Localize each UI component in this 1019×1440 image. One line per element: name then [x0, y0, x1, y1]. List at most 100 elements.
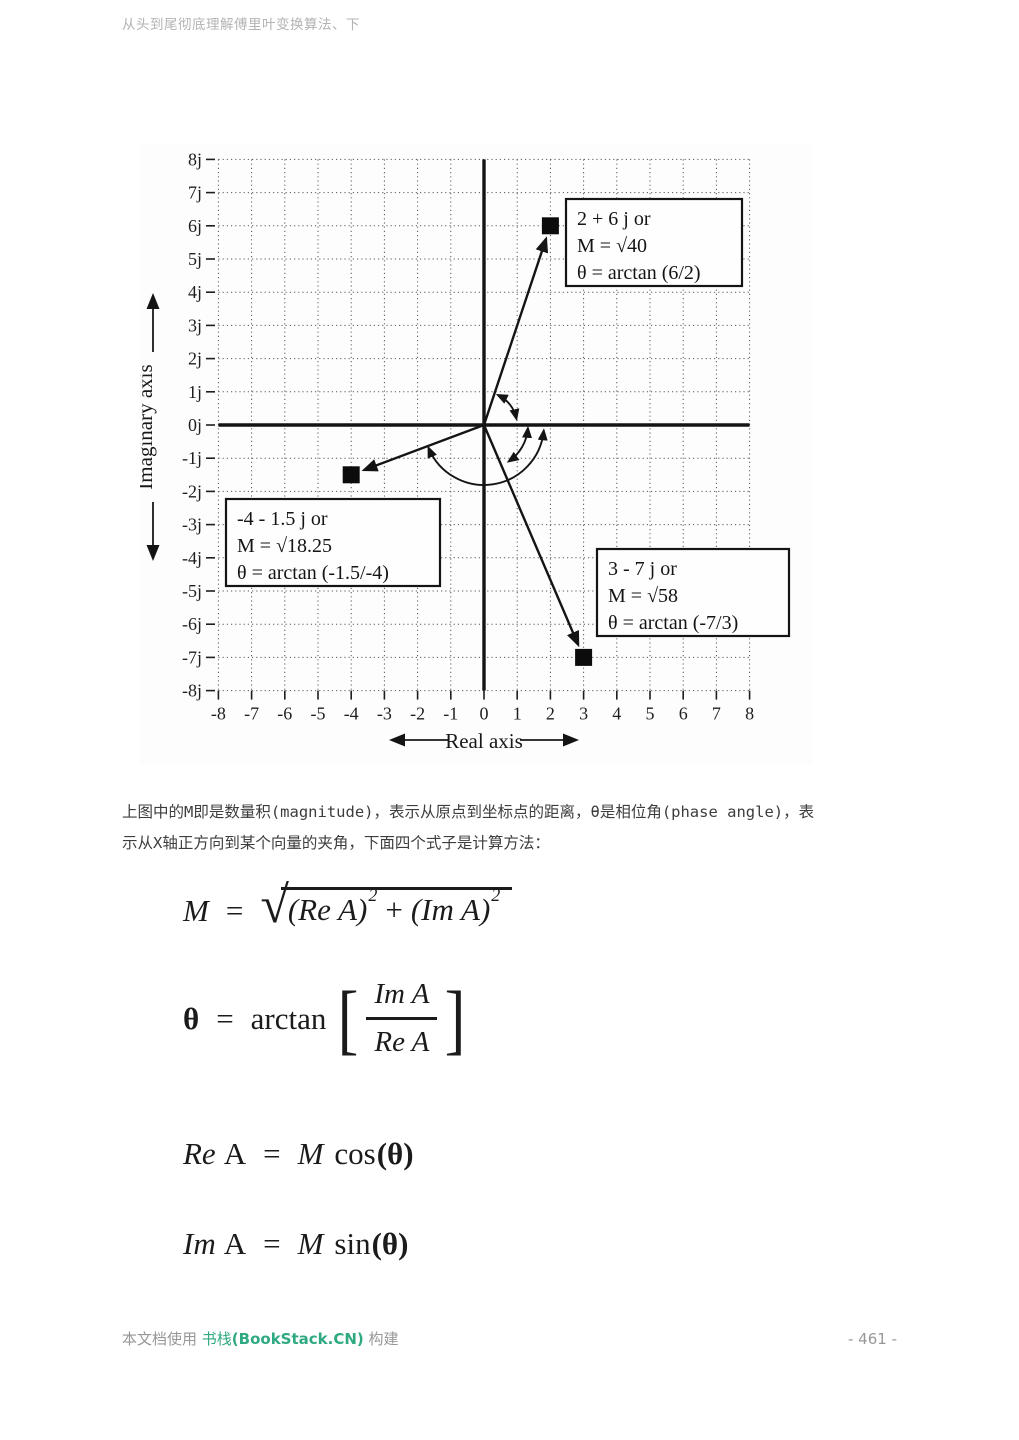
svg-text:-3: -3	[377, 704, 392, 724]
re-symbol: Re	[183, 1136, 216, 1171]
equals-sign: =	[263, 1136, 281, 1171]
point-square-marker	[342, 466, 360, 484]
vector-line	[361, 423, 485, 472]
bookstack-link[interactable]: 书栈(BookStack.CN)	[202, 1330, 364, 1348]
footer-prefix: 本文档使用	[122, 1330, 202, 1348]
formula-imaginary-part: Im A = M sin (θ)	[183, 1226, 408, 1262]
page-number: - 461 -	[848, 1330, 897, 1348]
svg-text:-7j: -7j	[182, 647, 202, 667]
svg-text:0: 0	[480, 704, 489, 724]
svg-text:θ = arctan (-1.5/-4): θ = arctan (-1.5/-4)	[237, 562, 389, 584]
footer-suffix: 构建	[363, 1330, 399, 1348]
a-symbol: A	[223, 1226, 247, 1261]
svg-text:θ = arctan (6/2): θ = arctan (6/2)	[577, 262, 701, 284]
y-axis-label-group: Imaginary axis	[140, 293, 160, 561]
svg-text:-5: -5	[311, 704, 326, 724]
tick-labels: 8j 7j 6j 5j 4j 3j 2j 1j 0j -1j -2j -3j -4j -5j -6j -7j -…	[182, 149, 754, 723]
im-symbol: Im	[183, 1226, 216, 1261]
svg-text:3 - 7 j or: 3 - 7 j or	[608, 558, 677, 580]
point-square-marker	[541, 217, 559, 235]
paragraph-line-2: 示从X轴正方向到某个向量的夹角，下面四个式子是计算方法：	[122, 834, 550, 852]
point-square-marker	[575, 648, 593, 666]
annotation-box: 2 + 6 j or M = √40 θ = arctan (6/2)	[564, 197, 744, 288]
svg-text:4: 4	[612, 704, 621, 724]
vector-line	[482, 236, 549, 426]
radical-sign: √	[260, 877, 289, 934]
formula-lhs: M	[183, 893, 209, 928]
point-markers	[342, 217, 593, 666]
sin-function: sin	[334, 1226, 371, 1261]
svg-text:-1: -1	[443, 704, 458, 724]
body-paragraph: 上图中的M即是数量积(magnitude)，表示从原点到坐标点的距离，θ是相位角…	[122, 797, 922, 859]
svg-text:3: 3	[579, 704, 588, 724]
svg-text:2 + 6 j or: 2 + 6 j or	[577, 208, 651, 230]
annotation-boxes: 2 + 6 j or M = √40 θ = arctan (6/2) -4 - 1.…	[224, 197, 791, 638]
svg-text:-4: -4	[344, 704, 359, 724]
svg-text:-2: -2	[410, 704, 425, 724]
angle-arc	[495, 394, 520, 422]
fraction: Im A Re A	[366, 978, 438, 1059]
square-root-expression: √ (Re A)2 + (Im A)2	[260, 880, 513, 939]
svg-text:M = √58: M = √58	[608, 585, 678, 607]
a-symbol: A	[223, 1136, 247, 1171]
svg-text:4j: 4j	[188, 282, 202, 302]
page-header-title: 从头到尾彻底理解傅里叶变换算法、下	[122, 17, 360, 33]
term-im: (Im A)	[410, 892, 491, 927]
annotation-box: 3 - 7 j or M = √58 θ = arctan (-7/3)	[595, 547, 791, 638]
formula-real-part: Re A = M cos (θ)	[183, 1136, 414, 1172]
x-axis-label: Real axis	[445, 729, 523, 753]
exponent: 2	[368, 884, 378, 905]
denominator: Re A	[366, 1017, 438, 1059]
x-axis-label-group: Real axis	[389, 729, 579, 753]
svg-text:M = √18.25: M = √18.25	[237, 535, 332, 557]
vectors	[361, 236, 580, 648]
svg-text:3j: 3j	[188, 315, 202, 335]
exponent: 2	[491, 884, 501, 905]
svg-text:-4j: -4j	[182, 548, 202, 568]
svg-text:2: 2	[546, 704, 555, 724]
svg-text:0j: 0j	[188, 415, 202, 435]
phase-angle-arcs	[427, 394, 548, 486]
svg-text:2j: 2j	[188, 349, 202, 369]
angle-arc	[427, 428, 548, 486]
svg-text:-5j: -5j	[182, 581, 202, 601]
svg-text:M = √40: M = √40	[577, 235, 647, 257]
build-credit: 本文档使用 书栈(BookStack.CN) 构建	[122, 1328, 399, 1349]
formula-magnitude: M = √ (Re A)2 + (Im A)2	[183, 880, 513, 939]
svg-text:-3j: -3j	[182, 515, 202, 535]
theta-argument: (θ)	[371, 1226, 409, 1261]
equals-sign: =	[263, 1226, 281, 1261]
magnitude-symbol: M	[297, 1226, 324, 1261]
svg-text:5j: 5j	[188, 249, 202, 269]
radicand: (Re A)2 + (Im A)2	[280, 884, 513, 928]
theta-symbol: θ	[183, 1000, 200, 1036]
formula-phase-angle: θ = arctan [ Im A Re A ]	[183, 974, 466, 1062]
svg-text:1j: 1j	[188, 382, 202, 402]
equals-sign: =	[225, 893, 244, 928]
bookstack-link-cn[interactable]: 书栈	[201, 1330, 232, 1348]
svg-text:7: 7	[712, 704, 721, 724]
svg-text:1: 1	[513, 704, 522, 724]
term-re: (Re A)	[287, 892, 368, 927]
arctan-function: arctan	[250, 1000, 327, 1036]
svg-text:-7: -7	[244, 704, 259, 724]
magnitude-symbol: M	[297, 1136, 324, 1171]
svg-text:8j: 8j	[188, 149, 202, 169]
complex-plane-figure: 8j 7j 6j 5j 4j 3j 2j 1j 0j -1j -2j -3j -4j -5j -6j -7j -…	[140, 143, 812, 765]
svg-text:6j: 6j	[188, 216, 202, 236]
svg-text:-2j: -2j	[182, 481, 202, 501]
plot-content: 8j 7j 6j 5j 4j 3j 2j 1j 0j -1j -2j -3j -4j -5j -6j -7j -…	[182, 149, 791, 724]
svg-text:-6j: -6j	[182, 614, 202, 634]
svg-text:-4 - 1.5 j or: -4 - 1.5 j or	[237, 508, 328, 530]
paragraph-line-1: 上图中的M即是数量积(magnitude)，表示从原点到坐标点的距离，θ是相位角…	[122, 803, 815, 821]
svg-text:5: 5	[646, 704, 655, 724]
theta-argument: (θ)	[376, 1136, 414, 1171]
equals-sign: =	[216, 1000, 234, 1036]
svg-text:θ = arctan (-7/3): θ = arctan (-7/3)	[608, 612, 738, 634]
svg-text:-6: -6	[277, 704, 292, 724]
vector-line	[482, 424, 580, 648]
numerator: Im A	[374, 978, 430, 1010]
page-footer: 本文档使用 书栈(BookStack.CN) 构建 - 461 -	[122, 1328, 897, 1349]
bookstack-link-en[interactable]: (BookStack.CN)	[231, 1330, 364, 1348]
svg-text:-1j: -1j	[182, 448, 202, 468]
